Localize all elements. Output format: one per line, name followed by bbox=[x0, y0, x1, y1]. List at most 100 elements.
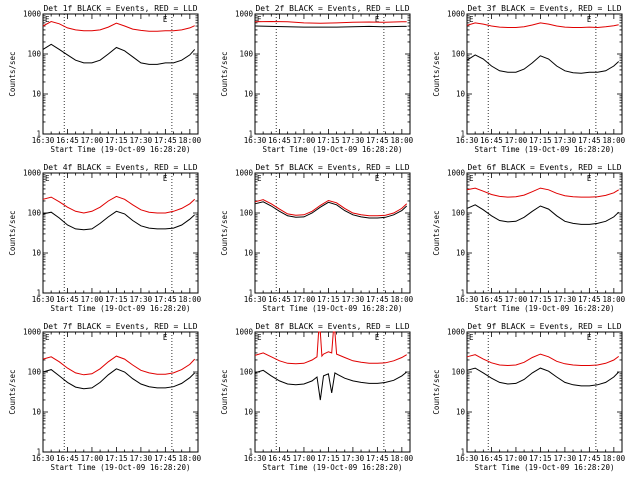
x-tick-label: 18:00 bbox=[391, 136, 414, 145]
x-tick-label: 17:45 bbox=[366, 454, 389, 463]
x-tick-label: 16:30 bbox=[456, 295, 479, 304]
x-axis-label: Start Time (19-Oct-09 16:28:20) bbox=[263, 304, 403, 313]
plot-frame bbox=[466, 172, 623, 294]
x-tick-label: 17:30 bbox=[554, 454, 577, 463]
x-tick-label: 17:15 bbox=[105, 295, 128, 304]
plot-frame bbox=[254, 13, 411, 135]
x-axis-label: Start Time (19-Oct-09 16:28:20) bbox=[51, 304, 191, 313]
lld-series-line bbox=[42, 195, 196, 214]
y-axis-label: Counts/sec bbox=[432, 369, 441, 414]
x-tick-label: 17:45 bbox=[578, 454, 601, 463]
y-tick-label: 1000 bbox=[23, 169, 42, 178]
x-tick-label: 18:00 bbox=[179, 136, 202, 145]
time-marker-label: E bbox=[375, 333, 380, 342]
x-tick-label: 17:00 bbox=[81, 136, 104, 145]
x-tick-label: 17:00 bbox=[81, 454, 104, 463]
x-tick-label: 17:00 bbox=[505, 454, 528, 463]
y-tick-label: 100 bbox=[27, 50, 41, 59]
events-series-line bbox=[466, 367, 620, 387]
y-axis-label: Counts/sec bbox=[432, 210, 441, 255]
panel-title: Det 4f BLACK = Events, RED = LLD bbox=[43, 163, 197, 172]
panel-title: Det 7f BLACK = Events, RED = LLD bbox=[43, 322, 197, 331]
x-tick-label: 16:45 bbox=[480, 136, 503, 145]
x-tick-label: 16:45 bbox=[56, 136, 79, 145]
panel-title: Det 3f BLACK = Events, RED = LLD bbox=[467, 4, 621, 13]
lld-series-line bbox=[254, 20, 407, 24]
y-tick-label: 1 bbox=[248, 289, 253, 298]
plot-frame bbox=[254, 331, 411, 453]
x-tick-label: 16:45 bbox=[56, 295, 79, 304]
panel-title: Det 8f BLACK = Events, RED = LLD bbox=[255, 322, 409, 331]
y-axis-label: Counts/sec bbox=[220, 51, 229, 96]
x-tick-label: 16:45 bbox=[268, 454, 291, 463]
x-tick-label: 16:30 bbox=[244, 136, 267, 145]
plot-frame bbox=[466, 331, 623, 453]
y-tick-label: 10 bbox=[244, 408, 254, 417]
lld-series-line bbox=[466, 353, 619, 367]
y-axis-label: Counts/sec bbox=[432, 51, 441, 96]
detector-panel-8: Det 8f BLACK = Events, RED = LLD 1 10 100 10… bbox=[220, 322, 414, 472]
y-tick-label: 100 bbox=[239, 209, 253, 218]
y-tick-label: 10 bbox=[456, 249, 466, 258]
x-tick-label: 17:45 bbox=[366, 136, 389, 145]
y-axis-label: Counts/sec bbox=[8, 210, 17, 255]
y-tick-label: 10 bbox=[32, 249, 42, 258]
y-tick-label: 10 bbox=[244, 90, 254, 99]
y-tick-label: 1 bbox=[460, 130, 465, 139]
plot-frame bbox=[42, 331, 199, 453]
x-tick-label: 17:45 bbox=[154, 136, 177, 145]
time-marker-label: E bbox=[163, 15, 168, 24]
panel-title: Det 6f BLACK = Events, RED = LLD bbox=[467, 163, 621, 172]
x-tick-label: 17:30 bbox=[342, 295, 365, 304]
x-tick-label: 17:15 bbox=[529, 136, 552, 145]
detector-panel-7: Det 7f BLACK = Events, RED = LLD 1 10 100 10… bbox=[8, 322, 202, 472]
y-tick-label: 1 bbox=[460, 289, 465, 298]
detector-panel-4: Det 4f BLACK = Events, RED = LLD 1 10 100 10… bbox=[8, 163, 202, 313]
x-tick-label: 18:00 bbox=[603, 454, 626, 463]
x-tick-label: 17:00 bbox=[293, 454, 316, 463]
time-marker-label: E bbox=[257, 15, 262, 24]
x-tick-label: 16:45 bbox=[480, 295, 503, 304]
y-tick-label: 1 bbox=[36, 289, 41, 298]
x-tick-label: 16:30 bbox=[456, 454, 479, 463]
x-tick-label: 17:15 bbox=[529, 295, 552, 304]
y-tick-label: 10 bbox=[244, 249, 254, 258]
x-tick-label: 17:15 bbox=[317, 454, 340, 463]
y-tick-label: 1 bbox=[36, 448, 41, 457]
y-tick-label: 1 bbox=[36, 130, 41, 139]
x-tick-label: 17:30 bbox=[130, 295, 153, 304]
x-tick-label: 17:00 bbox=[505, 136, 528, 145]
x-tick-label: 17:15 bbox=[529, 454, 552, 463]
y-tick-label: 100 bbox=[451, 368, 465, 377]
lld-series-line bbox=[42, 20, 195, 32]
y-tick-label: 1000 bbox=[447, 328, 466, 337]
x-tick-label: 17:30 bbox=[130, 454, 153, 463]
plot-frame bbox=[466, 13, 623, 135]
x-tick-label: 17:15 bbox=[105, 454, 128, 463]
y-tick-label: 1 bbox=[248, 130, 253, 139]
time-marker-label: E bbox=[587, 333, 592, 342]
events-series-line bbox=[42, 368, 196, 390]
y-axis-label: Counts/sec bbox=[8, 51, 17, 96]
x-tick-label: 17:30 bbox=[342, 136, 365, 145]
panel-title: Det 9f BLACK = Events, RED = LLD bbox=[467, 322, 621, 331]
x-tick-label: 17:45 bbox=[578, 295, 601, 304]
events-series-line bbox=[466, 204, 620, 225]
x-tick-label: 16:45 bbox=[268, 295, 291, 304]
time-marker-label: E bbox=[587, 174, 592, 183]
y-tick-label: 1 bbox=[248, 448, 253, 457]
x-tick-label: 16:45 bbox=[268, 136, 291, 145]
time-marker-label: E bbox=[375, 15, 380, 24]
time-marker-label: E bbox=[469, 333, 474, 342]
detector-panel-5: Det 5f BLACK = Events, RED = LLD 1 10 100 10… bbox=[220, 163, 414, 313]
x-tick-label: 17:45 bbox=[578, 136, 601, 145]
time-marker-label: E bbox=[45, 333, 50, 342]
events-series-line bbox=[254, 369, 408, 401]
y-tick-label: 10 bbox=[32, 90, 42, 99]
y-tick-label: 10 bbox=[456, 408, 466, 417]
y-tick-label: 100 bbox=[239, 50, 253, 59]
detector-panel-6: Det 6f BLACK = Events, RED = LLD 1 10 100 10… bbox=[432, 163, 626, 313]
plot-frame bbox=[42, 13, 199, 135]
x-tick-label: 16:30 bbox=[244, 454, 267, 463]
time-marker-label: E bbox=[257, 174, 262, 183]
